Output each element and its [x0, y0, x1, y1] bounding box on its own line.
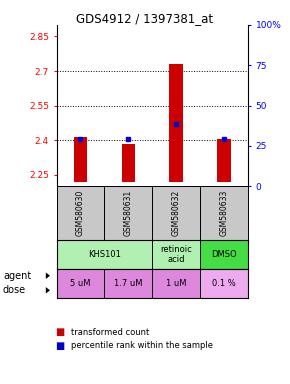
Bar	[217, 139, 231, 182]
Text: 5 uM: 5 uM	[70, 279, 91, 288]
Text: 0.1 %: 0.1 %	[212, 279, 236, 288]
Text: retinoic
acid: retinoic acid	[160, 245, 192, 264]
Bar	[200, 240, 248, 269]
Bar	[169, 64, 183, 182]
Text: GSM580631: GSM580631	[124, 190, 133, 236]
Bar	[152, 186, 200, 240]
Text: ■: ■	[55, 327, 64, 337]
Bar	[200, 186, 248, 240]
Text: percentile rank within the sample: percentile rank within the sample	[71, 341, 213, 350]
Bar	[104, 186, 152, 240]
Text: agent: agent	[3, 271, 31, 281]
Text: transformed count: transformed count	[71, 328, 149, 337]
Text: KHS101: KHS101	[88, 250, 121, 259]
Text: DMSO: DMSO	[211, 250, 237, 259]
Bar	[152, 240, 200, 269]
Bar	[57, 269, 104, 298]
Bar	[200, 269, 248, 298]
Text: GSM580632: GSM580632	[172, 190, 181, 236]
Bar	[57, 240, 152, 269]
Bar	[152, 269, 200, 298]
Text: GDS4912 / 1397381_at: GDS4912 / 1397381_at	[77, 12, 213, 25]
Text: GSM580630: GSM580630	[76, 190, 85, 236]
Text: GSM580633: GSM580633	[220, 190, 229, 236]
Text: 1 uM: 1 uM	[166, 279, 186, 288]
Bar	[122, 144, 135, 182]
Text: ■: ■	[55, 341, 64, 351]
Bar	[74, 137, 87, 182]
Bar	[57, 186, 104, 240]
Text: 1.7 uM: 1.7 uM	[114, 279, 143, 288]
Bar	[104, 269, 152, 298]
Text: dose: dose	[3, 285, 26, 295]
